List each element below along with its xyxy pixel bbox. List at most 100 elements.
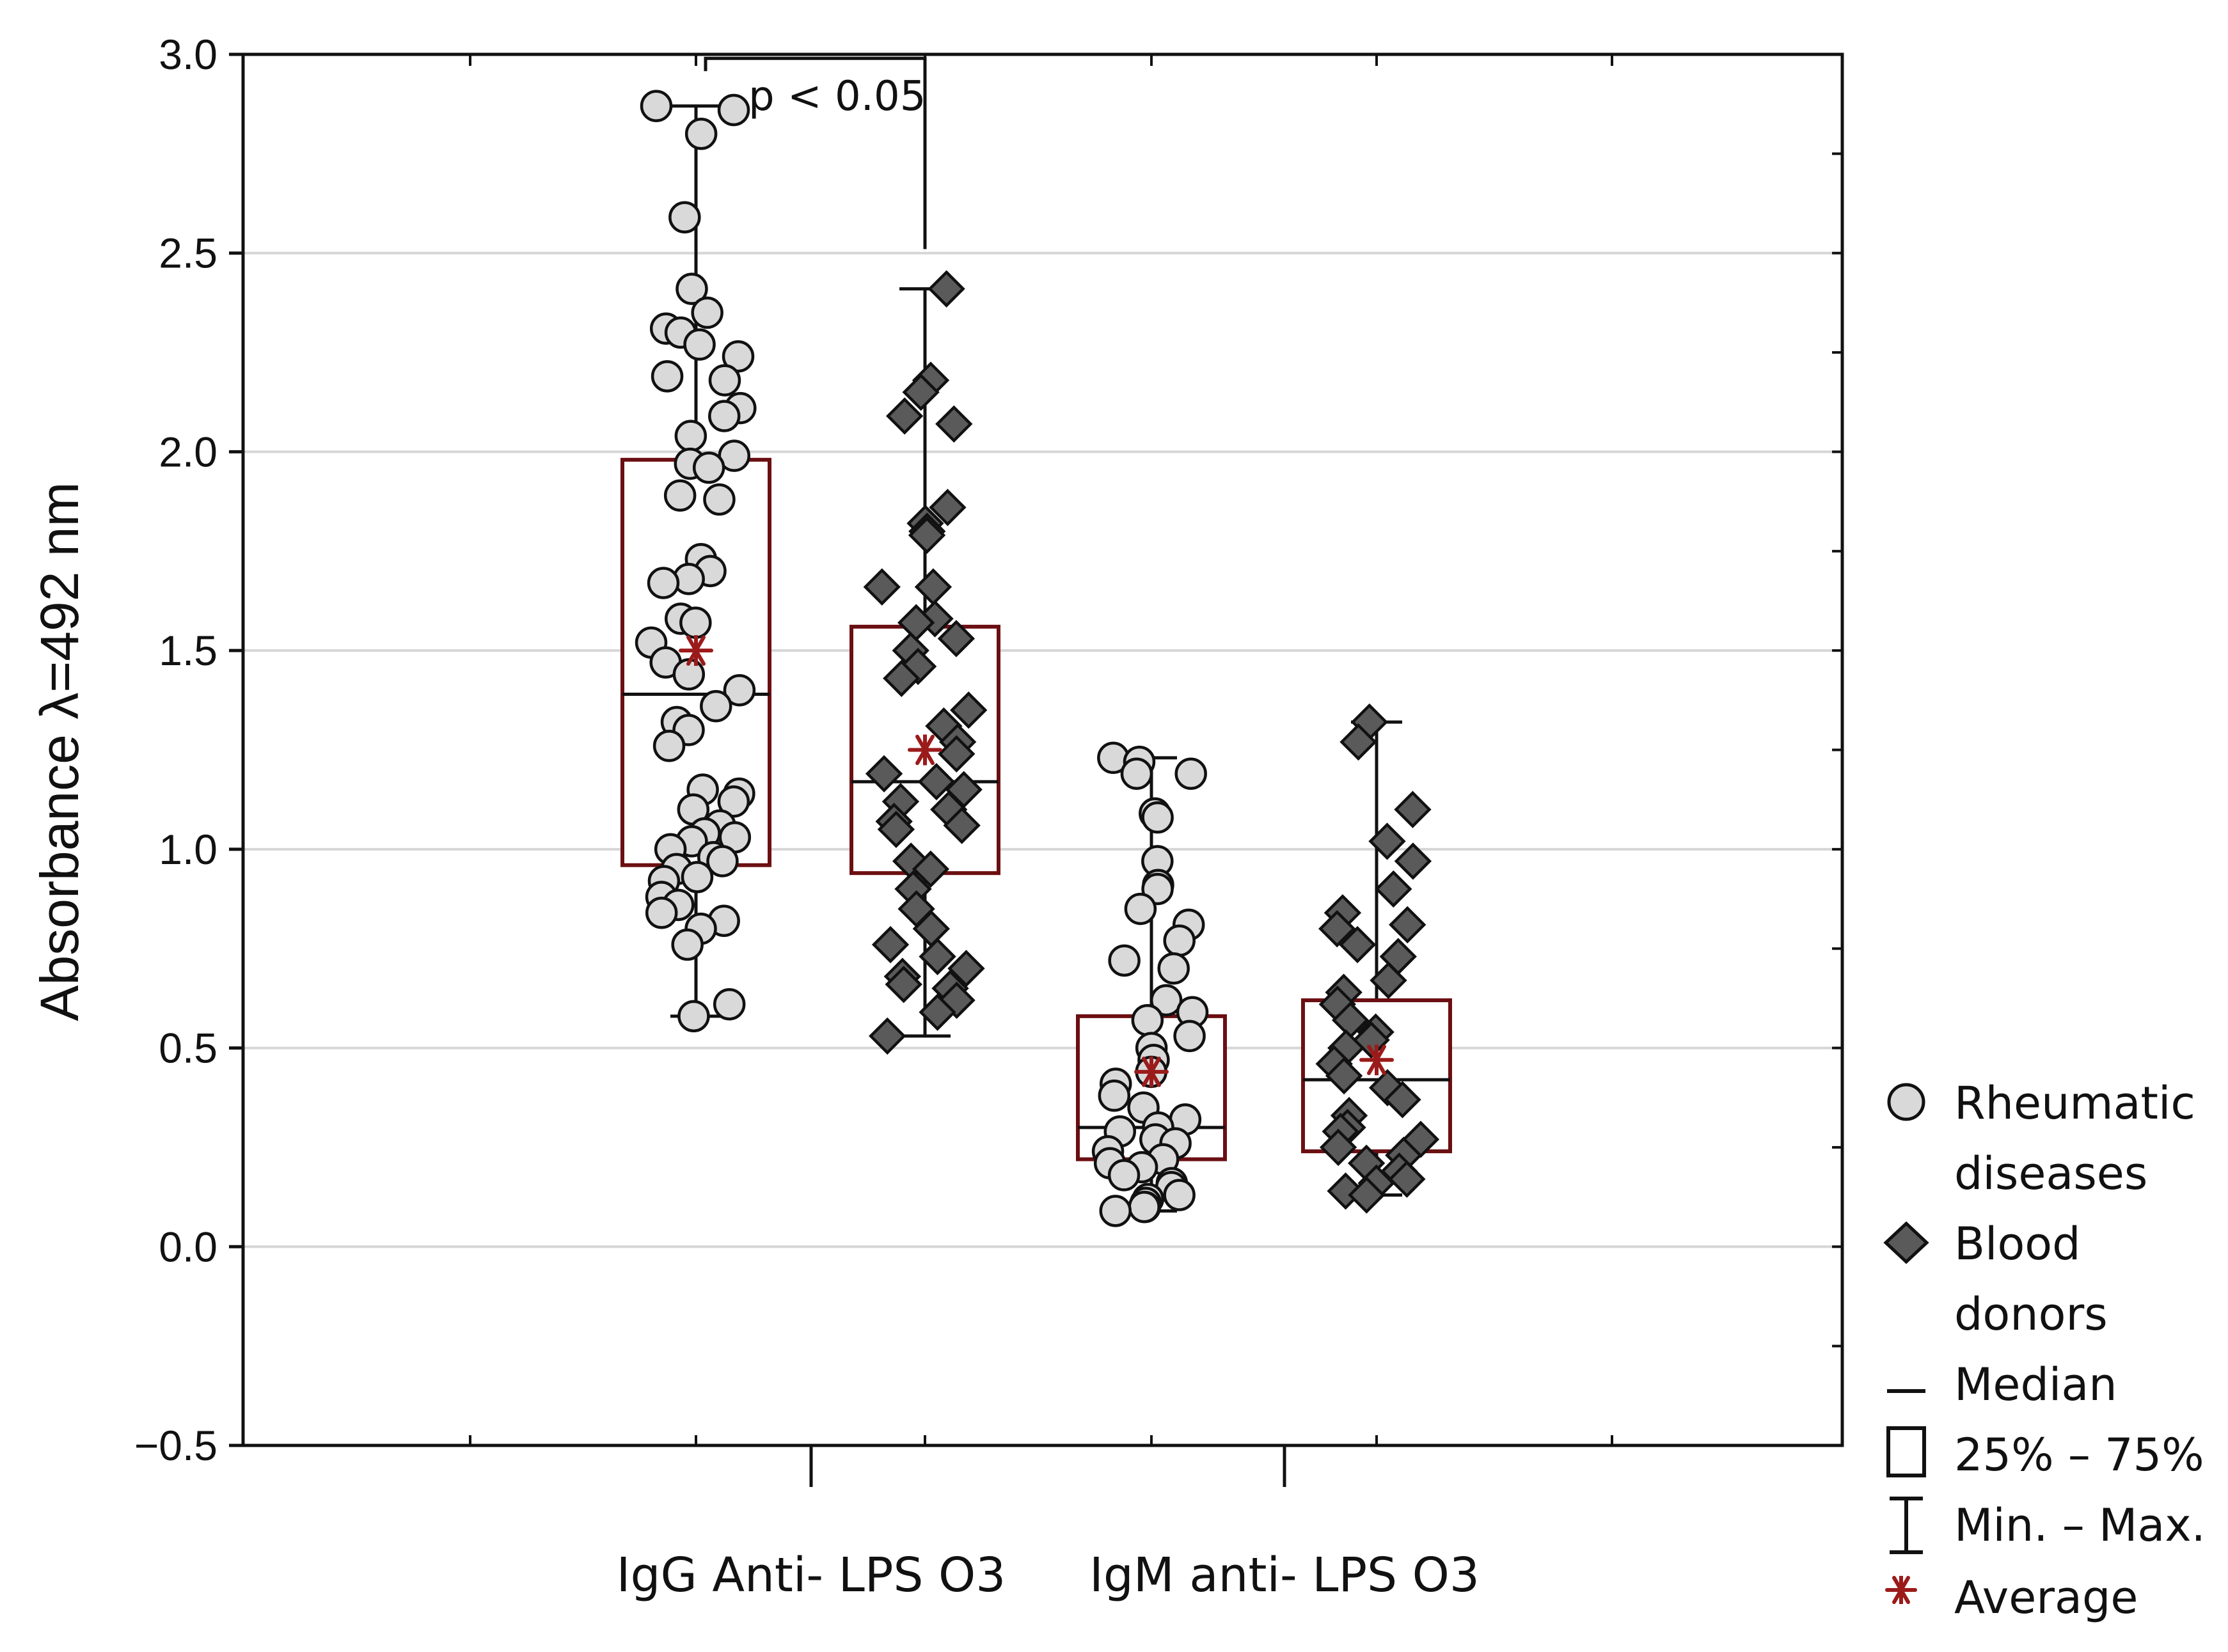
legend-item: Rheumatic diseases	[1887, 1077, 2195, 1200]
rheumatic-point	[1124, 892, 1157, 925]
legend-label: Min. – Max.	[1954, 1499, 2206, 1552]
donor-point	[1375, 870, 1412, 908]
rheumatic-point	[1120, 757, 1153, 791]
rheumatic-point	[722, 340, 755, 373]
legend-label: Rheumatic	[1954, 1077, 2195, 1129]
donor-point	[937, 620, 976, 657]
mean-marker	[908, 734, 942, 766]
donor-point	[885, 397, 924, 435]
grid-lines	[243, 251, 1842, 1248]
rheumatic-point	[691, 296, 723, 329]
donor-point	[1339, 723, 1377, 761]
rheumatic-point	[1131, 1003, 1164, 1037]
mean-marker	[1359, 1044, 1394, 1076]
rheumatic-point	[1173, 1019, 1206, 1053]
significance-bracket	[704, 56, 927, 249]
legend-label: Average	[1954, 1571, 2138, 1624]
rheumatic-point	[663, 479, 697, 512]
rheumatic-point	[679, 606, 712, 639]
donor-point	[1384, 1081, 1421, 1119]
y-tick-label: 0.0	[159, 1223, 217, 1270]
significance-label: p < 0.05	[748, 73, 926, 120]
donor-point	[917, 763, 956, 801]
rheumatic-point	[1174, 757, 1207, 791]
donor-point	[938, 735, 976, 773]
rheumatic-point	[1098, 1079, 1131, 1112]
rheumatic-point	[681, 861, 714, 893]
rheumatic-point	[677, 1000, 710, 1033]
significance-annotation: p < 0.05	[704, 56, 927, 249]
rheumatic-point	[717, 785, 750, 818]
legend-label: 25% – 75%	[1954, 1429, 2204, 1481]
points-3	[1091, 741, 1209, 1227]
legend-diamond-icon	[1883, 1221, 1929, 1264]
rheumatic-point	[668, 201, 701, 234]
rheumatic-point	[647, 567, 680, 599]
rheumatic-point	[676, 272, 708, 305]
rheumatic-point	[1141, 801, 1174, 834]
rheumatic-point	[652, 730, 686, 762]
rheumatic-point	[713, 987, 746, 1021]
legend-item: Blood donors	[1883, 1218, 2108, 1341]
rheumatic-point	[683, 328, 716, 361]
y-tick-label: 0.5	[159, 1025, 217, 1072]
legend-label: donors	[1954, 1288, 2108, 1341]
points-4	[1315, 703, 1440, 1214]
donor-point	[902, 374, 940, 411]
rheumatic-point	[1107, 1159, 1141, 1192]
donor-point	[1368, 822, 1406, 860]
legend-box-icon	[1886, 1426, 1926, 1477]
donor-point	[865, 755, 903, 792]
donor-point	[919, 993, 956, 1031]
rheumatic-point	[1150, 984, 1183, 1017]
legend: Rheumatic diseases Blood donors Median 25% – …	[1883, 1077, 2206, 1624]
points-1	[635, 90, 757, 1033]
donor-point	[919, 938, 956, 975]
legend-label: Median	[1954, 1358, 2117, 1411]
donor-point	[1319, 1128, 1357, 1167]
donor-point	[935, 405, 973, 443]
donor-point	[929, 489, 967, 526]
donor-point	[877, 810, 915, 848]
donor-point	[908, 516, 946, 555]
legend-asterisk-icon	[1885, 1575, 1917, 1605]
rheumatic-point	[1108, 944, 1141, 977]
rheumatic-point	[651, 360, 684, 393]
donor-point	[1388, 1160, 1426, 1198]
data-points	[635, 90, 1440, 1227]
rheumatic-point	[706, 845, 739, 877]
donor-point	[1318, 909, 1356, 948]
donor-point	[912, 850, 950, 888]
rheumatic-point	[640, 90, 673, 123]
rheumatic-point	[684, 118, 718, 150]
legend-item: Median	[1887, 1358, 2117, 1411]
category-label: IgG Anti- LPS O3	[617, 1548, 1006, 1603]
rheumatic-point	[723, 674, 756, 707]
y-tick-label: −0.5	[134, 1422, 217, 1469]
rheumatic-point	[692, 452, 725, 484]
y-axis-title: Absorbance λ=492 nm	[29, 482, 90, 1021]
rheumatic-point	[1163, 1179, 1196, 1211]
donor-point	[869, 1017, 906, 1055]
rheumatic-point	[707, 400, 741, 432]
donor-point	[1348, 1176, 1386, 1214]
rheumatic-point	[1099, 1195, 1132, 1227]
mean-marker	[1134, 1056, 1169, 1087]
rheumatic-point	[708, 364, 741, 397]
donor-point	[943, 806, 981, 844]
donor-point	[883, 659, 920, 697]
donor-point	[950, 691, 988, 729]
rheumatic-point	[703, 483, 736, 516]
donor-point	[1394, 842, 1432, 880]
y-tick-label: 2.0	[159, 428, 217, 475]
rheumatic-point	[674, 420, 707, 452]
legend-item: 25% – 75%	[1886, 1426, 2204, 1481]
donor-point	[863, 568, 901, 606]
rheumatic-point	[700, 689, 732, 723]
rheumatic-point	[717, 93, 750, 127]
donor-point	[947, 950, 985, 987]
rheumatic-point	[1157, 952, 1190, 985]
y-tick-label: 1.0	[159, 826, 217, 873]
rheumatic-point	[645, 897, 678, 929]
